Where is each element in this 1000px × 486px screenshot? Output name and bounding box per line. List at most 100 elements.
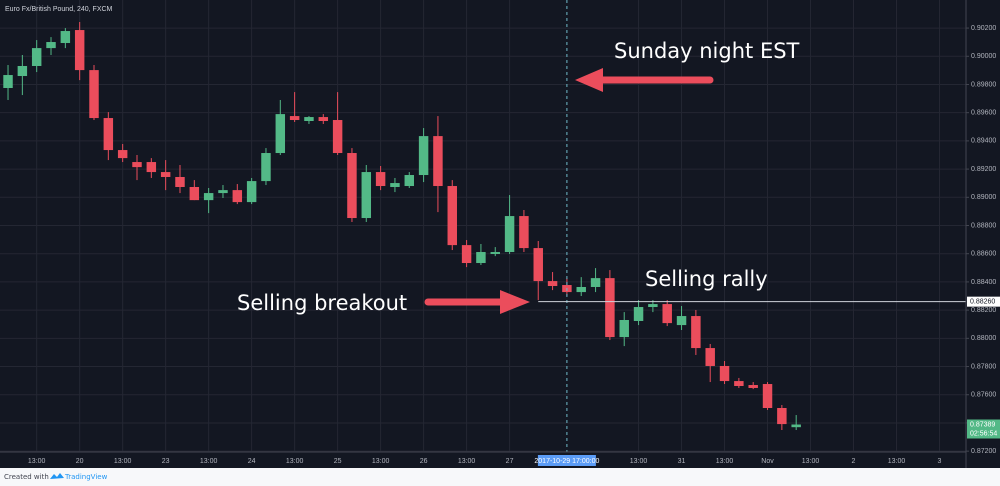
last-price-box bbox=[967, 419, 1000, 439]
candle-body bbox=[304, 117, 314, 122]
y-tick-label: 0.89000 bbox=[971, 194, 996, 201]
candle-body bbox=[289, 116, 300, 121]
candle-body bbox=[332, 120, 343, 154]
x-tick-label: 13:00 bbox=[200, 458, 218, 465]
chart-title: Euro Fx/British Pound, 240, FXCM bbox=[5, 6, 113, 13]
candle-body bbox=[662, 304, 672, 324]
crosshair-label-box bbox=[537, 455, 596, 466]
grid bbox=[0, 0, 966, 452]
candle-body bbox=[246, 181, 257, 203]
candle-body bbox=[89, 70, 99, 119]
candle-body bbox=[418, 136, 429, 176]
axes: 0.872000.874000.876000.878000.880000.882… bbox=[28, 25, 1000, 466]
x-tick-label: 20 bbox=[76, 458, 84, 465]
candle-body bbox=[461, 245, 472, 264]
candle-body bbox=[576, 286, 586, 293]
candle-body bbox=[117, 150, 128, 159]
candle-body bbox=[547, 281, 558, 287]
candle-body bbox=[705, 348, 715, 366]
candle-body bbox=[375, 172, 386, 187]
candle-body bbox=[762, 384, 773, 408]
x-tick-label: 13:00 bbox=[372, 458, 390, 465]
footer-text: Created with bbox=[4, 473, 49, 481]
candle-body bbox=[160, 172, 171, 177]
candle-body bbox=[533, 248, 543, 282]
candle-body bbox=[203, 193, 214, 201]
candle-body bbox=[60, 31, 71, 44]
x-tick-label: 31 bbox=[678, 458, 686, 465]
candle-body bbox=[777, 407, 787, 425]
candle-body bbox=[619, 319, 629, 338]
candle-body bbox=[648, 304, 658, 308]
y-tick-label: 0.89800 bbox=[971, 81, 996, 88]
annotation: Sunday night EST bbox=[614, 39, 800, 63]
y-tick-label: 0.89600 bbox=[971, 110, 996, 117]
candle-body bbox=[46, 42, 56, 49]
candle-body bbox=[504, 216, 515, 253]
chart-background bbox=[0, 0, 1000, 468]
y-tick-label: 0.88000 bbox=[971, 335, 996, 342]
candle-body bbox=[261, 153, 271, 182]
y-tick-label: 0.87200 bbox=[971, 448, 996, 455]
arrow bbox=[424, 290, 530, 314]
countdown: 02:56:54 bbox=[970, 430, 997, 437]
candle-body bbox=[232, 190, 243, 203]
x-tick-label: 26 bbox=[420, 458, 428, 465]
x-tick-label: 13:00 bbox=[458, 458, 476, 465]
y-tick-label: 0.88400 bbox=[971, 279, 996, 286]
annotation: Selling breakout bbox=[237, 291, 407, 315]
candle-body bbox=[633, 307, 644, 321]
candle-body bbox=[3, 75, 13, 89]
x-tick-label: 3 bbox=[938, 458, 942, 465]
y-tick-label: 0.87800 bbox=[971, 363, 996, 370]
logo bbox=[50, 473, 64, 479]
y-tick-label: 0.89200 bbox=[971, 166, 996, 173]
candle-body bbox=[691, 316, 701, 349]
candle-body bbox=[347, 153, 357, 219]
candle-body bbox=[519, 216, 529, 249]
candle-body bbox=[390, 183, 400, 188]
y-tick-label: 0.89400 bbox=[971, 138, 996, 145]
candle-body bbox=[734, 381, 744, 386]
x-tick-label: 23 bbox=[162, 458, 170, 465]
candle-body bbox=[404, 175, 414, 187]
footer-brand[interactable]: TradingView bbox=[64, 473, 108, 481]
candle-body bbox=[275, 114, 286, 154]
x-tick-label: Nov bbox=[761, 458, 774, 465]
x-tick-label: 13:00 bbox=[114, 458, 132, 465]
candle-body bbox=[132, 162, 142, 168]
candle-body bbox=[103, 118, 114, 151]
candle-body bbox=[318, 117, 329, 122]
candle-body bbox=[791, 424, 801, 428]
x-tick-label: 13:00 bbox=[802, 458, 820, 465]
x-tick-label: 13:00 bbox=[28, 458, 46, 465]
candle-body bbox=[189, 187, 200, 201]
candle-body bbox=[719, 365, 730, 382]
y-tick-label: 0.88200 bbox=[971, 307, 996, 314]
x-tick-label: 13:00 bbox=[286, 458, 304, 465]
price-axis bbox=[966, 0, 1000, 468]
y-tick-label: 0.87600 bbox=[971, 392, 996, 399]
x-tick-label: 24 bbox=[248, 458, 256, 465]
x-tick-label: 2 bbox=[852, 458, 856, 465]
x-tick-label: 27 bbox=[506, 458, 514, 465]
y-tick-label: 0.90000 bbox=[971, 53, 996, 60]
x-tick-label: 13:00 bbox=[630, 458, 648, 465]
x-tick-label: 13:00 bbox=[716, 458, 734, 465]
last-price-label: 0.87389 bbox=[970, 421, 995, 428]
candle-body bbox=[490, 252, 500, 254]
arrow bbox=[575, 68, 714, 92]
level-label: 0.88260 bbox=[970, 299, 995, 306]
x-tick-label: 13:00 bbox=[888, 458, 906, 465]
level-label-box bbox=[967, 296, 1000, 307]
candle-body bbox=[676, 316, 687, 326]
candle-body bbox=[74, 30, 85, 71]
crosshair-label: 2017-10-29 17:00:00 bbox=[534, 458, 599, 465]
y-tick-label: 0.88600 bbox=[971, 251, 996, 258]
candle-body bbox=[748, 385, 758, 388]
candle-body bbox=[476, 252, 486, 264]
y-tick-label: 0.90200 bbox=[971, 25, 996, 32]
candle-body bbox=[590, 278, 601, 287]
candle-body bbox=[605, 278, 615, 338]
candle-body bbox=[218, 190, 228, 194]
